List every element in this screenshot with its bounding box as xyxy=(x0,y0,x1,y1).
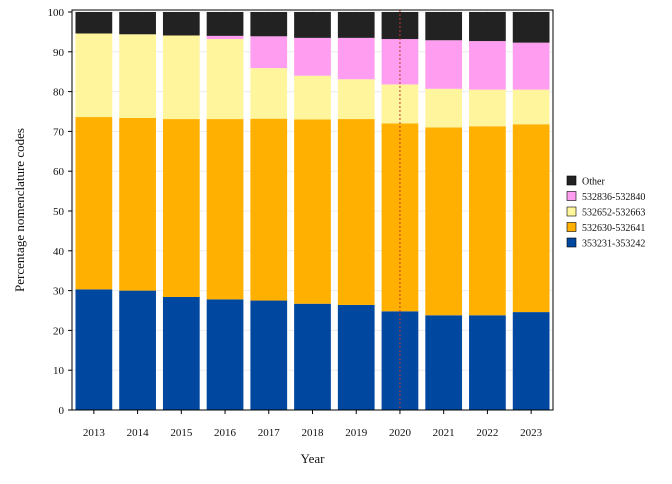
legend-swatch-532630-532641 xyxy=(566,222,577,232)
legend-swatch-Other xyxy=(566,175,577,186)
bar-segment-532836-532840-2020 xyxy=(381,39,419,85)
y-tick-label: 100 xyxy=(48,7,65,19)
bar-segment-532652-532663-2021 xyxy=(425,88,463,128)
legend-label: 353231-353242 xyxy=(582,239,645,250)
y-tick-label: 50 xyxy=(53,206,65,218)
bar-segment-532836-532840-2017 xyxy=(250,36,288,69)
legend-swatch-532836-532840 xyxy=(566,191,577,201)
bar-segment-532630-532641-2021 xyxy=(425,127,463,316)
bar-segment-353231-353242-2016 xyxy=(206,299,244,410)
y-tick-label: 60 xyxy=(53,166,65,178)
bar-segment-Other-2018 xyxy=(294,12,331,38)
bar-segment-532652-532663-2013 xyxy=(75,33,113,118)
bar-segment-532836-532840-2022 xyxy=(469,41,506,90)
bar-segment-532652-532663-2015 xyxy=(162,35,200,120)
bar-segment-532836-532840-2021 xyxy=(425,40,463,89)
bar-segment-Other-2017 xyxy=(250,12,288,37)
legend-label: 532836-532840 xyxy=(582,192,645,203)
bar-segment-353231-353242-2015 xyxy=(162,296,200,410)
bar-segment-532630-532641-2019 xyxy=(337,119,375,305)
x-tick-label: 2018 xyxy=(302,427,325,439)
bar-segment-353231-353242-2018 xyxy=(294,303,331,410)
bar-segment-Other-2014 xyxy=(119,12,156,35)
bar-segment-532652-532663-2018 xyxy=(294,75,331,120)
x-tick-label: 2022 xyxy=(476,427,498,439)
bar-segment-532652-532663-2023 xyxy=(512,89,550,125)
bar-segment-Other-2016 xyxy=(206,12,244,36)
y-tick-label: 30 xyxy=(53,286,65,298)
bar-segment-532630-532641-2022 xyxy=(469,126,506,316)
legend-swatch-532652-532663 xyxy=(566,206,577,217)
bar-segment-532652-532663-2022 xyxy=(469,89,506,127)
x-tick-label: 2015 xyxy=(170,427,193,439)
plot-area: 0 10 20 30 40 50 60 70 80 90 100 2013 2014 2015 2016 20… xyxy=(48,7,554,439)
bar-segment-532630-532641-2016 xyxy=(206,119,244,300)
bar-segment-Other-2023 xyxy=(512,12,550,43)
y-tick-label: 0 xyxy=(59,405,65,417)
y-tick-label: 40 xyxy=(53,246,65,258)
bar-segment-532630-532641-2023 xyxy=(512,124,550,313)
bar-segment-532630-532641-2015 xyxy=(162,119,200,297)
y-tick-label: 10 xyxy=(53,365,65,377)
bar-segment-Other-2013 xyxy=(75,12,113,34)
legend-label: 532630-532641 xyxy=(582,223,645,234)
bar-segment-353231-353242-2014 xyxy=(119,290,156,410)
y-tick-label: 80 xyxy=(53,87,65,99)
bar-segment-Other-2019 xyxy=(337,12,375,38)
bar-segment-532836-532840-2018 xyxy=(294,37,331,76)
bar-segment-353231-353242-2013 xyxy=(75,289,113,410)
bar-segment-353231-353242-2017 xyxy=(250,300,288,410)
bar-segment-532630-532641-2017 xyxy=(250,118,288,301)
bar-segment-Other-2021 xyxy=(425,12,463,41)
bar-segment-532836-532840-2016 xyxy=(206,35,244,40)
bar-segment-532652-532663-2016 xyxy=(206,39,244,120)
bar-segment-532836-532840-2019 xyxy=(337,37,375,80)
y-axis-title: Percentage nomenclature codes xyxy=(12,128,27,292)
x-tick-label: 2014 xyxy=(127,427,150,439)
x-axis-title: Year xyxy=(301,451,326,466)
x-tick-label: 2021 xyxy=(433,427,455,439)
bar-segment-532630-532641-2013 xyxy=(75,117,113,290)
legend-label: Other xyxy=(582,177,605,188)
x-tick-label: 2019 xyxy=(345,427,368,439)
y-tick-label: 70 xyxy=(53,126,65,138)
x-tick-label: 2023 xyxy=(520,427,543,439)
bar-segment-Other-2022 xyxy=(469,12,506,42)
bar-segment-353231-353242-2019 xyxy=(337,304,375,410)
bar-segment-Other-2015 xyxy=(162,12,200,36)
x-tick-label: 2016 xyxy=(214,427,237,439)
x-tick-label: 2017 xyxy=(258,427,281,439)
y-tick-label: 20 xyxy=(53,325,65,337)
x-tick-label: 2013 xyxy=(83,427,106,439)
bar-segment-532836-532840-2023 xyxy=(512,42,550,90)
bar-segment-532652-532663-2019 xyxy=(337,79,375,120)
legend: Other 532836-532840 532652-532663 532630-53… xyxy=(566,175,645,250)
legend-label: 532652-532663 xyxy=(582,208,645,219)
bar-segment-353231-353242-2021 xyxy=(425,315,463,410)
bar-segment-532652-532663-2017 xyxy=(250,68,288,119)
bar-segment-353231-353242-2022 xyxy=(469,315,506,410)
legend-swatch-353231-353242 xyxy=(566,237,577,248)
x-tick-label: 2020 xyxy=(389,427,412,439)
bar-segment-532630-532641-2018 xyxy=(294,119,331,304)
bar-segment-532652-532663-2014 xyxy=(119,34,156,118)
bar-segment-353231-353242-2023 xyxy=(512,312,550,410)
bar-segment-532630-532641-2014 xyxy=(119,117,156,291)
y-tick-label: 90 xyxy=(53,47,65,59)
